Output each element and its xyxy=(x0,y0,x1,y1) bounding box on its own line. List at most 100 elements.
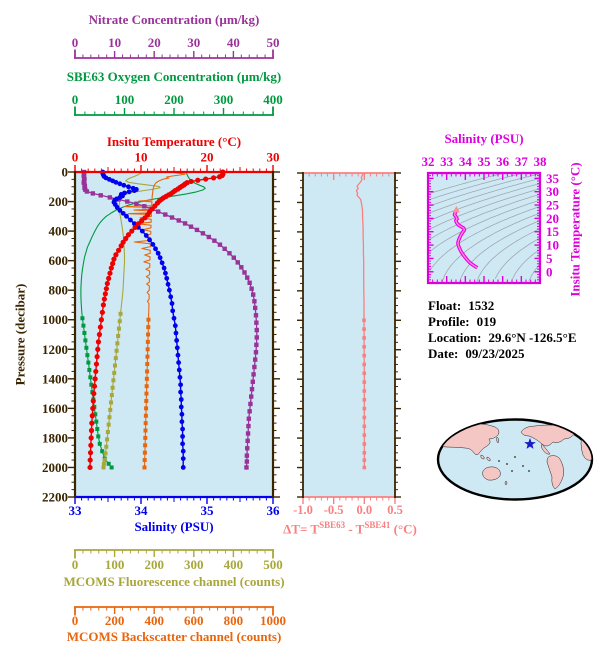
delta-t-title-sup2: SBE41 xyxy=(364,520,391,530)
ts-curve-start-marker xyxy=(452,205,460,213)
svg-text:1600: 1600 xyxy=(42,401,68,416)
svg-text:100: 100 xyxy=(105,557,125,572)
svg-text:5: 5 xyxy=(546,251,553,266)
svg-text:600: 600 xyxy=(184,613,204,628)
location-value: 29.6°N -126.5°E xyxy=(488,330,577,345)
main-profile-plot: 0 10 20 30 33 34 35 36 0 200 400 600 800 1000 1200 1400… xyxy=(42,150,281,518)
svg-text:10: 10 xyxy=(546,238,559,253)
svg-text:30: 30 xyxy=(187,35,200,50)
svg-text:0.0: 0.0 xyxy=(357,503,373,517)
float-info-panel: Float: 1532 Profile: 019 Location: 29.6°N -… xyxy=(428,298,577,362)
svg-text:1000: 1000 xyxy=(260,613,286,628)
svg-text:1400: 1400 xyxy=(42,371,68,386)
svg-text:800: 800 xyxy=(49,283,69,298)
svg-text:35: 35 xyxy=(201,503,215,518)
svg-text:-1.0: -1.0 xyxy=(293,503,313,517)
ts-temperature-axis-title: Insitu Temperature (°C) xyxy=(567,162,583,297)
svg-text:30: 30 xyxy=(546,184,559,199)
svg-text:15: 15 xyxy=(546,224,560,239)
svg-text:20: 20 xyxy=(201,150,214,165)
svg-text:1200: 1200 xyxy=(42,342,68,357)
svg-text:400: 400 xyxy=(49,224,69,239)
svg-text:400: 400 xyxy=(224,557,244,572)
delta-t-plot: -1.0 -0.5 0.0 0.5 xyxy=(293,172,403,517)
date-value: 09/23/2025 xyxy=(465,346,525,361)
delta-t-title-mid: - T xyxy=(345,521,365,537)
svg-text:400: 400 xyxy=(263,92,283,107)
svg-text:2200: 2200 xyxy=(42,490,68,505)
salinity-axis-title: Salinity (PSU) xyxy=(134,519,214,534)
delta-t-axis-title: ΔT= TSBE63 - TSBE41 (°C) xyxy=(262,518,438,536)
svg-text:1800: 1800 xyxy=(42,430,68,445)
date-row: Date: 09/23/2025 xyxy=(428,346,577,362)
ts-salinity-axis-title: Salinity (PSU) xyxy=(444,131,524,146)
svg-text:200: 200 xyxy=(49,194,69,209)
oxygen-axis-title: SBE63 Oxygen Concentration (µm/kg) xyxy=(66,69,282,84)
svg-text:200: 200 xyxy=(144,557,164,572)
svg-text:10: 10 xyxy=(135,150,148,165)
float-location-marker xyxy=(524,437,536,449)
isopycnal-contours xyxy=(428,173,540,283)
svg-text:300: 300 xyxy=(184,557,204,572)
svg-text:400: 400 xyxy=(144,613,164,628)
svg-text:32: 32 xyxy=(422,154,435,169)
svg-text:33: 33 xyxy=(440,154,454,169)
svg-text:50: 50 xyxy=(267,35,280,50)
svg-text:600: 600 xyxy=(49,253,69,268)
svg-text:2000: 2000 xyxy=(42,460,68,475)
fluorescence-axis-title: MCOMS Fluorescence channel (counts) xyxy=(63,574,285,589)
date-label: Date: xyxy=(428,346,459,361)
svg-text:20: 20 xyxy=(546,211,559,226)
svg-text:10: 10 xyxy=(108,35,121,50)
nitrate-axis-title: Nitrate Concentration (µm/kg) xyxy=(88,12,260,27)
world-map xyxy=(436,418,594,501)
pressure-axis-title: Pressure (decibar) xyxy=(12,283,28,386)
backscatter-axis-title: MCOMS Backscatter channel (counts) xyxy=(66,629,282,644)
svg-text:0: 0 xyxy=(72,150,79,165)
location-label: Location: xyxy=(428,330,482,345)
svg-text:36: 36 xyxy=(267,503,281,518)
location-row: Location: 29.6°N -126.5°E xyxy=(428,330,577,346)
delta-t-title-sup1: SBE63 xyxy=(319,520,346,530)
svg-text:0: 0 xyxy=(72,557,79,572)
svg-text:-0.5: -0.5 xyxy=(324,503,344,517)
delta-t-title-suffix: (°C) xyxy=(390,521,417,537)
float-id-label: Float: xyxy=(428,298,462,313)
svg-text:800: 800 xyxy=(224,613,244,628)
svg-text:38: 38 xyxy=(534,154,548,169)
svg-text:200: 200 xyxy=(105,613,125,628)
svg-text:30: 30 xyxy=(267,150,280,165)
profile-row: Profile: 019 xyxy=(428,314,577,330)
float-id-row: Float: 1532 xyxy=(428,298,577,314)
svg-text:36: 36 xyxy=(496,154,510,169)
svg-text:34: 34 xyxy=(135,503,149,518)
svg-text:35: 35 xyxy=(478,154,492,169)
svg-text:0: 0 xyxy=(72,613,79,628)
svg-text:0: 0 xyxy=(72,35,79,50)
svg-text:34: 34 xyxy=(459,154,473,169)
float-id-value: 1532 xyxy=(468,298,495,313)
svg-text:0: 0 xyxy=(72,92,79,107)
svg-text:0: 0 xyxy=(62,165,69,180)
svg-text:300: 300 xyxy=(214,92,234,107)
profile-value: 019 xyxy=(476,314,497,329)
profile-label: Profile: xyxy=(428,314,470,329)
svg-text:1000: 1000 xyxy=(42,312,68,327)
svg-text:0: 0 xyxy=(546,264,553,279)
svg-text:20: 20 xyxy=(148,35,161,50)
svg-text:40: 40 xyxy=(227,35,240,50)
delta-t-title-prefix: ΔT= T xyxy=(283,521,320,537)
svg-text:0.5: 0.5 xyxy=(387,503,403,517)
svg-text:37: 37 xyxy=(515,154,529,169)
svg-text:25: 25 xyxy=(546,198,560,213)
svg-text:35: 35 xyxy=(546,171,560,186)
svg-text:200: 200 xyxy=(164,92,184,107)
svg-text:500: 500 xyxy=(263,557,283,572)
temperature-axis-title: Insitu Temperature (°C) xyxy=(106,134,242,149)
svg-text:33: 33 xyxy=(69,503,83,518)
svg-text:100: 100 xyxy=(115,92,135,107)
